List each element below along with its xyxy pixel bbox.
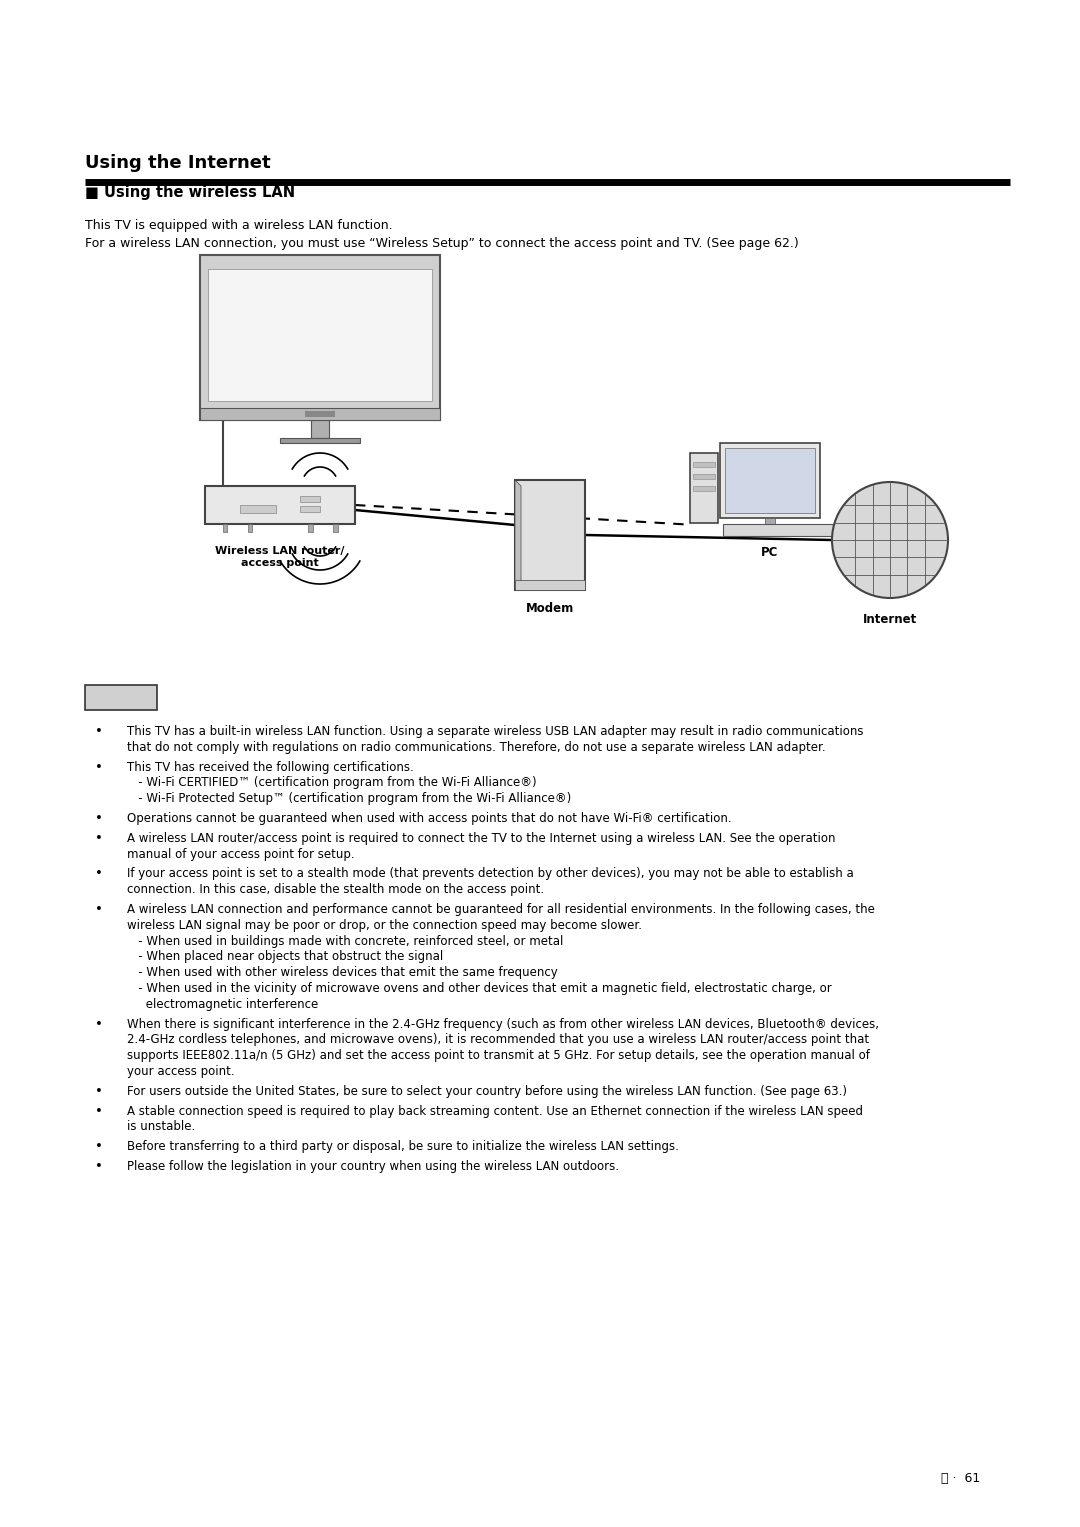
Text: electromagnetic interference: electromagnetic interference [127, 997, 319, 1011]
Text: PC: PC [761, 545, 779, 559]
Text: •: • [95, 902, 103, 916]
Text: When there is significant interference in the 2.4-GHz frequency (such as from ot: When there is significant interference i… [127, 1017, 879, 1031]
Text: NOTE: NOTE [105, 693, 137, 702]
Text: •: • [95, 867, 103, 881]
Text: is unstable.: is unstable. [127, 1121, 195, 1133]
Polygon shape [515, 479, 521, 589]
Bar [241, 505, 275, 513]
Bar [723, 524, 833, 536]
Text: Operations cannot be guaranteed when used with access points that do not have Wi: Operations cannot be guaranteed when use… [127, 812, 731, 825]
Bar [720, 443, 820, 518]
Text: For a wireless LAN connection, you must use “Wireless Setup” to connect the acce: For a wireless LAN connection, you must … [85, 237, 799, 249]
Bar [690, 452, 718, 522]
Bar [515, 479, 585, 589]
Text: - When used with other wireless devices that emit the same frequency: - When used with other wireless devices … [127, 967, 557, 979]
Bar [725, 447, 815, 513]
Bar [311, 420, 329, 438]
Bar [693, 486, 715, 492]
Bar [300, 496, 320, 502]
Bar [308, 524, 312, 531]
Text: This TV has received the following certifications.: This TV has received the following certi… [127, 760, 414, 774]
Text: •: • [95, 1017, 103, 1031]
Text: •: • [95, 812, 103, 825]
Text: If your access point is set to a stealth mode (that prevents detection by other : If your access point is set to a stealth… [127, 867, 854, 881]
Text: This TV has a built-in wireless LAN function. Using a separate wireless USB LAN : This TV has a built-in wireless LAN func… [127, 725, 864, 738]
Text: Internet: Internet [863, 612, 917, 626]
Text: - Wi-Fi CERTIFIED™ (certification program from the Wi-Fi Alliance®): - Wi-Fi CERTIFIED™ (certification progra… [127, 776, 537, 789]
Text: •: • [95, 1104, 103, 1118]
Bar [205, 486, 355, 524]
Text: •: • [95, 1084, 103, 1098]
Text: A wireless LAN router/access point is required to connect the TV to the Internet: A wireless LAN router/access point is re… [127, 832, 836, 844]
Text: Wireless LAN router/
access point: Wireless LAN router/ access point [215, 547, 345, 568]
Text: This TV is equipped with a wireless LAN function.: This TV is equipped with a wireless LAN … [85, 218, 393, 232]
Text: 2.4-GHz cordless telephones, and microwave ovens), it is recommended that you us: 2.4-GHz cordless telephones, and microwa… [127, 1034, 869, 1046]
Text: - When placed near objects that obstruct the signal: - When placed near objects that obstruct… [127, 950, 443, 964]
Text: supports IEEE802.11a/n (5 GHz) and set the access point to transmit at 5 GHz. Fo: supports IEEE802.11a/n (5 GHz) and set t… [127, 1049, 869, 1063]
Text: •: • [95, 725, 103, 738]
Circle shape [832, 483, 948, 599]
Text: your access point.: your access point. [127, 1064, 234, 1078]
Text: Modem: Modem [526, 602, 575, 615]
Bar [765, 518, 775, 525]
Text: - When used in buildings made with concrete, reinforced steel, or metal: - When used in buildings made with concr… [127, 935, 564, 948]
Text: Using the Internet: Using the Internet [85, 154, 271, 173]
Bar [305, 411, 335, 417]
Text: - Wi-Fi Protected Setup™ (certification program from the Wi-Fi Alliance®): - Wi-Fi Protected Setup™ (certification … [127, 793, 571, 805]
Bar [300, 505, 320, 512]
Bar [280, 438, 360, 443]
Text: A wireless LAN connection and performance cannot be guaranteed for all residenti: A wireless LAN connection and performanc… [127, 902, 875, 916]
Text: that do not comply with regulations on radio communications. Therefore, do not u: that do not comply with regulations on r… [127, 741, 825, 754]
Text: For users outside the United States, be sure to select your country before using: For users outside the United States, be … [127, 1084, 847, 1098]
Text: ⓔ ·  61: ⓔ · 61 [941, 1472, 980, 1484]
Text: •: • [95, 1141, 103, 1153]
Bar [200, 255, 440, 420]
Bar [333, 524, 337, 531]
Text: •: • [95, 1161, 103, 1173]
Bar [247, 524, 253, 531]
Text: Please follow the legislation in your country when using the wireless LAN outdoo: Please follow the legislation in your co… [127, 1161, 619, 1173]
Bar [693, 461, 715, 467]
Bar [693, 473, 715, 479]
Text: manual of your access point for setup.: manual of your access point for setup. [127, 847, 354, 861]
Text: ■ Using the wireless LAN: ■ Using the wireless LAN [85, 185, 295, 200]
Bar [222, 524, 228, 531]
Bar [208, 269, 432, 400]
Text: connection. In this case, disable the stealth mode on the access point.: connection. In this case, disable the st… [127, 883, 544, 896]
Text: wireless LAN signal may be poor or drop, or the connection speed may become slow: wireless LAN signal may be poor or drop,… [127, 919, 642, 931]
Bar [200, 408, 440, 420]
Text: A stable connection speed is required to play back streaming content. Use an Eth: A stable connection speed is required to… [127, 1104, 863, 1118]
Text: Before transferring to a third party or disposal, be sure to initialize the wire: Before transferring to a third party or … [127, 1141, 679, 1153]
Text: •: • [95, 760, 103, 774]
Text: •: • [95, 832, 103, 844]
Bar [515, 580, 585, 589]
Text: - When used in the vicinity of microwave ovens and other devices that emit a mag: - When used in the vicinity of microwave… [127, 982, 832, 996]
Bar [85, 686, 157, 710]
